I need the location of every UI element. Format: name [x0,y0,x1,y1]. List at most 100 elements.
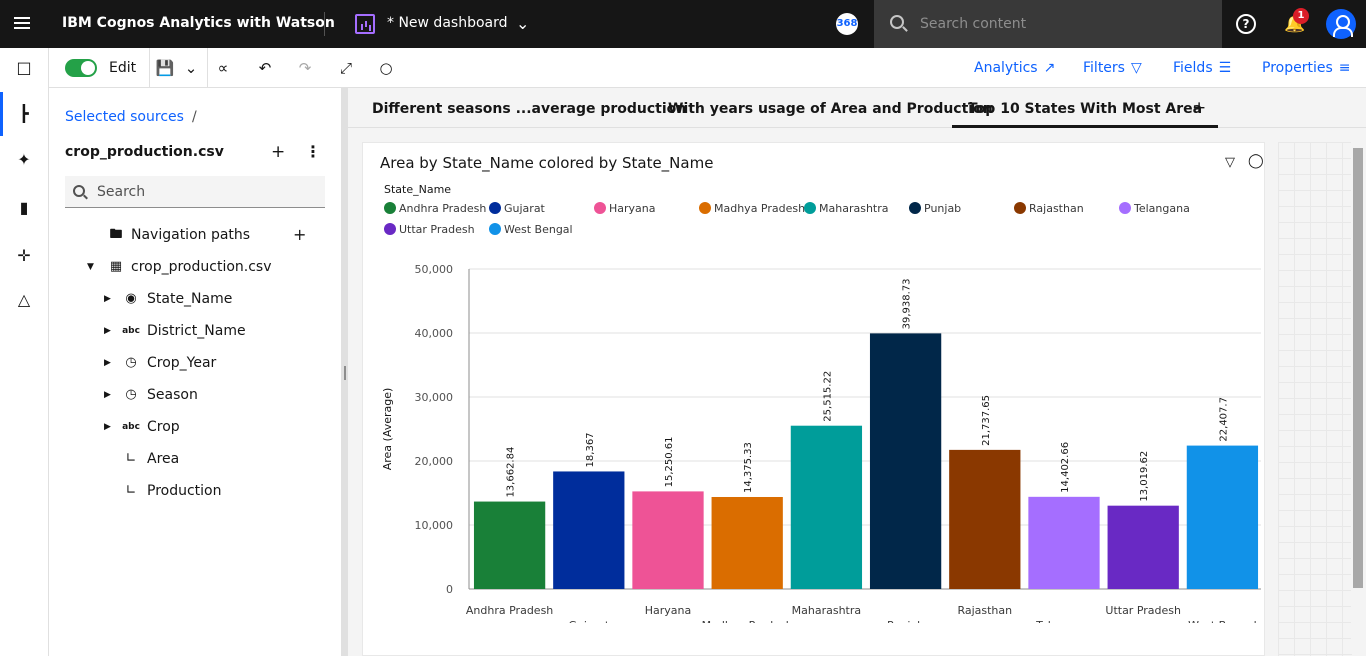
pin-icon[interactable]: ✦ [17,150,31,169]
save-chevron-down-icon[interactable]: ⌄ [184,59,198,77]
expand-icon[interactable]: ⤢ [339,59,352,77]
share-icon[interactable]: ∝ [217,59,229,77]
bar[interactable] [949,449,1021,589]
tree-item-label: District_Name [147,323,246,339]
legend-label: Maharashtra [819,202,889,215]
caret-right-icon[interactable]: ▶ [104,326,111,336]
add-tab-icon[interactable]: + [1192,98,1207,118]
fields-icon: ☰ [1218,60,1232,76]
y-axis-title: Area (Average) [381,388,394,471]
tree-item-label: Production [147,483,222,499]
add-source-icon[interactable]: + [271,142,286,162]
chart-widget[interactable]: Area by State_Name colored by State_Name… [362,142,1265,656]
tree-item-label: Crop [147,419,180,435]
caret-right-icon[interactable]: ▶ [104,358,111,368]
toolbar-divider [149,48,150,88]
legend-item[interactable]: West Bengal [489,223,573,236]
legend-item[interactable]: Haryana [594,202,656,215]
caret-right-icon[interactable]: ▶ [104,294,111,304]
legend-item[interactable]: Uttar Pradesh [384,223,475,236]
assistant-icon[interactable]: ✛ [17,246,31,265]
tab-years-usage[interactable]: With years usage of Area and Production [668,101,993,117]
content-search-input[interactable] [920,12,1210,36]
user-avatar-icon[interactable] [1326,9,1356,39]
visualizations-icon[interactable]: ▮ [19,198,29,217]
tab-different-seasons[interactable]: Different seasons ...average production [372,101,687,117]
legend-item[interactable]: Maharashtra [804,202,889,215]
fields-button[interactable]: Fields ☰ [1173,60,1231,76]
bar[interactable] [553,471,625,589]
widget-filter-icon[interactable]: ▽ [1225,155,1235,170]
bar[interactable] [869,333,942,589]
tree-item-navigation-paths[interactable]: 🖿 Navigation paths + [107,223,307,247]
shapes-icon[interactable]: △ [17,290,31,309]
bar[interactable] [473,501,546,589]
legend-label: Madhya Pradesh [714,202,806,215]
bar[interactable] [1186,445,1259,589]
tree-item-state-name[interactable]: ▶ ◉ State_Name [104,287,304,311]
edit-toggle[interactable] [65,59,97,77]
legend-item[interactable]: Rajasthan [1014,202,1084,215]
dashboard-title[interactable]: * New dashboard [387,15,508,31]
bar[interactable] [711,496,783,589]
analytics-button[interactable]: Analytics ↗ [974,60,1055,76]
tree-item-production[interactable]: ∟ Production [104,479,304,503]
relationships-icon[interactable]: ○ [379,59,393,77]
tree-item-district-name[interactable]: ▶ abc District_Name [104,319,304,343]
legend-label: Rajasthan [1029,202,1084,215]
panel-resize-handle[interactable] [342,88,348,656]
legend-item[interactable]: Andhra Pradesh [384,202,486,215]
breadcrumb-selected-sources[interactable]: Selected sources [65,109,184,125]
tree-item-season[interactable]: ▶ ◷ Season [104,383,304,407]
add-navigation-path-icon[interactable]: + [293,225,307,244]
undo-icon[interactable]: ↶ [258,59,272,77]
data-sources-icon[interactable]: ┣ [0,92,36,136]
legend-item[interactable]: Gujarat [489,202,545,215]
insights-bulb-icon[interactable]: ◯ [1248,153,1264,169]
scrollbar-thumb[interactable] [1353,148,1363,588]
legend-item[interactable]: Madhya Pradesh [699,202,805,215]
tree-item-crop-year[interactable]: ▶ ◷ Crop_Year [104,351,304,375]
x-tick-label: West Bengal [1188,619,1257,623]
legend-item[interactable]: Telangana [1119,202,1190,215]
vertical-scrollbar[interactable] [1351,134,1363,650]
caret-right-icon[interactable]: ▶ [104,422,111,432]
hamburger-menu-icon[interactable] [12,14,32,34]
clock-icon: ◷ [125,387,137,402]
source-search-input[interactable] [97,182,317,202]
x-tick-label: Punjab [887,619,924,623]
caret-down-icon[interactable]: ▼ [87,262,94,272]
chevron-down-icon[interactable]: ⌄ [516,14,530,33]
save-icon[interactable]: 💾 [155,59,175,77]
tree-item-crop[interactable]: ▶ abc Crop [104,415,304,439]
text-type-icon: abc [122,326,140,336]
data-label: 25,515.22 [822,371,833,422]
help-icon[interactable]: ? [1236,14,1256,34]
legend-title: State_Name [384,183,452,196]
filters-button[interactable]: Filters ▽ [1083,60,1142,76]
caret-right-icon[interactable]: ▶ [104,390,111,400]
bar[interactable] [1028,496,1100,589]
tree-item-label: Crop_Year [147,355,217,371]
comment-icon[interactable]: □ [16,58,32,77]
data-label: 14,375.33 [743,442,754,493]
header-divider [324,12,325,36]
search-icon [73,185,85,197]
overflow-menu-icon[interactable]: ⋮ [305,142,321,161]
bar[interactable] [632,491,704,589]
tab-top-10-states[interactable]: Top 10 States With Most Area [952,88,1219,128]
count-badge[interactable]: 368 [836,13,858,35]
redo-icon[interactable]: ↷ [298,59,312,77]
tree-item-area[interactable]: ∟ Area [104,447,304,471]
bar[interactable] [790,425,863,589]
filter-icon: ▽ [1130,60,1142,76]
toolbar-divider [207,48,208,88]
widget-title: Area by State_Name colored by State_Name [380,154,714,172]
clock-icon: ◷ [125,355,137,370]
legend-item[interactable]: Punjab [909,202,961,215]
properties-button[interactable]: Properties ≡ [1262,60,1351,76]
y-tick-label: 50,000 [415,263,454,276]
notification-count-badge[interactable]: 1 [1293,8,1309,24]
tree-item-table[interactable]: ▼ ▦ crop_production.csv [87,255,307,279]
bar[interactable] [1107,505,1179,589]
